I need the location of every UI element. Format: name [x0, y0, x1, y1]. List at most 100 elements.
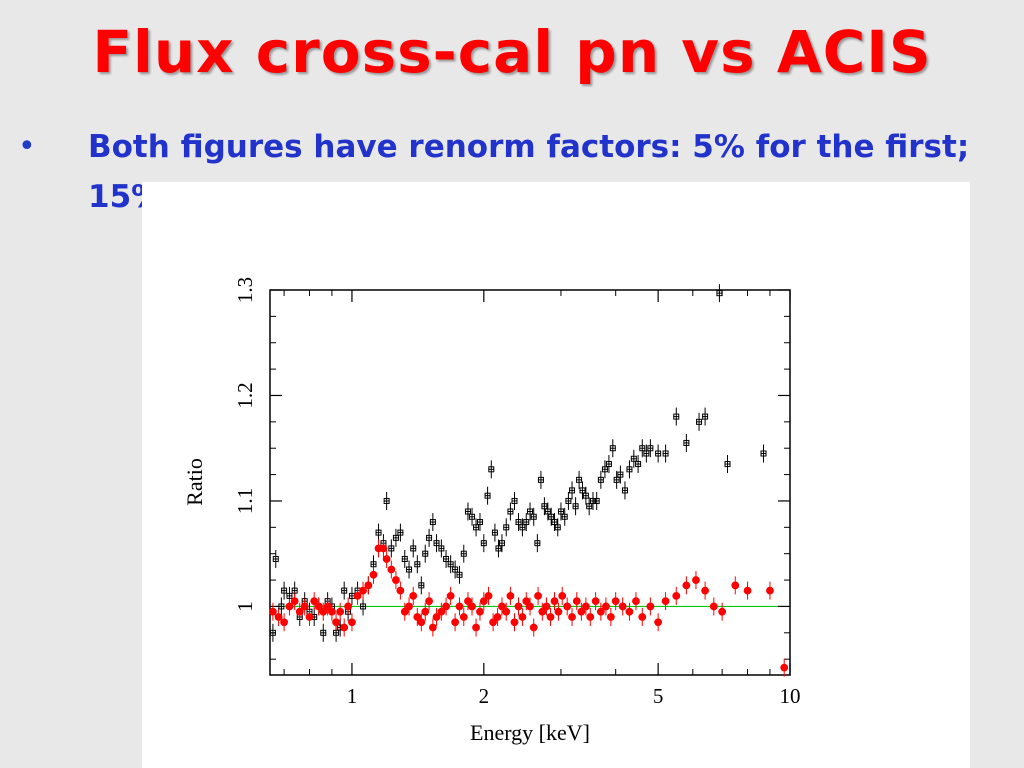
data-point-black — [414, 561, 421, 568]
data-point-black — [370, 561, 377, 568]
data-point-black — [519, 524, 526, 531]
y-axis-label: Ratio — [182, 458, 207, 506]
data-point-black — [473, 524, 480, 531]
data-point-red — [348, 618, 356, 627]
data-point-red — [396, 586, 405, 595]
data-point-black — [388, 545, 395, 552]
data-point-black — [375, 529, 382, 536]
data-point-red — [344, 602, 353, 611]
data-point-black — [503, 524, 510, 531]
data-point-red — [780, 663, 789, 672]
data-point-black — [447, 561, 454, 568]
data-point-black — [291, 587, 298, 594]
data-point-red — [596, 607, 605, 616]
data-point-red — [417, 618, 426, 627]
data-point-black — [586, 503, 593, 510]
data-point-black — [630, 455, 637, 462]
data-point-black — [401, 555, 408, 562]
y-tick-label: 1.2 — [233, 382, 257, 408]
data-point-black — [565, 497, 572, 504]
data-point-black — [576, 476, 583, 483]
data-point-red — [314, 602, 323, 611]
data-point-black — [724, 461, 731, 468]
data-point-red — [323, 602, 332, 611]
data-point-black — [605, 461, 612, 468]
data-point-red — [638, 613, 647, 621]
data-point-red — [359, 586, 367, 595]
data-point-black — [589, 497, 596, 504]
data-point-red — [290, 597, 299, 606]
data-point-black — [341, 587, 348, 594]
data-point-red — [353, 591, 362, 600]
data-point-red — [472, 623, 480, 632]
data-point-black — [452, 566, 459, 573]
data-point-black — [443, 555, 450, 562]
data-point-red — [310, 597, 319, 606]
data-point-black — [429, 519, 436, 526]
data-point-red — [332, 618, 340, 627]
data-point-red — [280, 618, 288, 627]
data-point-black — [534, 540, 541, 547]
data-point-black — [360, 603, 367, 610]
data-point-black — [683, 439, 690, 446]
data-point-red — [305, 613, 314, 621]
data-point-red — [692, 576, 700, 584]
data-point-black — [530, 513, 537, 520]
data-point-black — [643, 450, 650, 457]
data-point-red — [437, 607, 446, 616]
data-point-red — [498, 602, 506, 611]
data-point-red — [340, 623, 349, 632]
data-point-black — [286, 592, 293, 599]
data-point-black — [281, 587, 288, 594]
data-point-red — [442, 602, 450, 611]
x-tick-label: 5 — [653, 684, 664, 708]
y-tick-label: 1.1 — [233, 488, 257, 514]
data-point-red — [382, 555, 391, 563]
data-point-red — [432, 613, 441, 621]
data-point-black — [397, 529, 404, 536]
data-point-red — [364, 581, 373, 590]
data-point-red — [409, 591, 418, 600]
data-point-red — [538, 607, 547, 616]
data-point-red — [743, 586, 752, 595]
data-point-black — [464, 508, 471, 515]
data-point-black — [760, 450, 767, 457]
data-point-red — [425, 597, 433, 606]
data-point-red — [522, 597, 531, 606]
data-point-red — [451, 618, 460, 627]
data-point-red — [479, 597, 488, 606]
data-point-black — [433, 540, 440, 547]
data-point-red — [285, 602, 294, 611]
data-point-black — [333, 629, 340, 636]
data-point-red — [459, 613, 468, 621]
data-point-red — [534, 591, 542, 600]
data-point-black — [617, 471, 624, 478]
data-point-red — [554, 607, 563, 616]
data-point-red — [506, 591, 515, 600]
data-point-red — [701, 586, 709, 595]
y-tick-label: 1 — [233, 601, 257, 612]
data-point-black — [422, 550, 429, 557]
data-point-black — [480, 540, 487, 547]
data-point-red — [369, 570, 378, 579]
data-point-red — [586, 613, 595, 621]
data-point-red — [654, 618, 663, 627]
data-point-black — [438, 545, 445, 552]
data-point-black — [511, 497, 518, 504]
data-point-red — [328, 607, 336, 616]
data-point-red — [563, 602, 572, 611]
data-point-red — [661, 597, 670, 606]
ratio-chart: 1 2 5 10 1 1.1 1.2 1.3 Energy [keV] Ratio — [182, 277, 801, 745]
data-point-red — [602, 602, 610, 611]
data-point-black — [572, 503, 579, 510]
data-point-red — [718, 607, 727, 616]
data-point-black — [383, 497, 390, 504]
data-point-black — [460, 550, 467, 557]
data-point-red — [632, 597, 640, 606]
data-point-red — [300, 602, 309, 611]
data-point-red — [455, 602, 464, 611]
data-point-red — [379, 544, 388, 553]
data-point-red — [514, 602, 523, 611]
data-point-black — [579, 487, 586, 494]
data-point-black — [498, 540, 505, 547]
